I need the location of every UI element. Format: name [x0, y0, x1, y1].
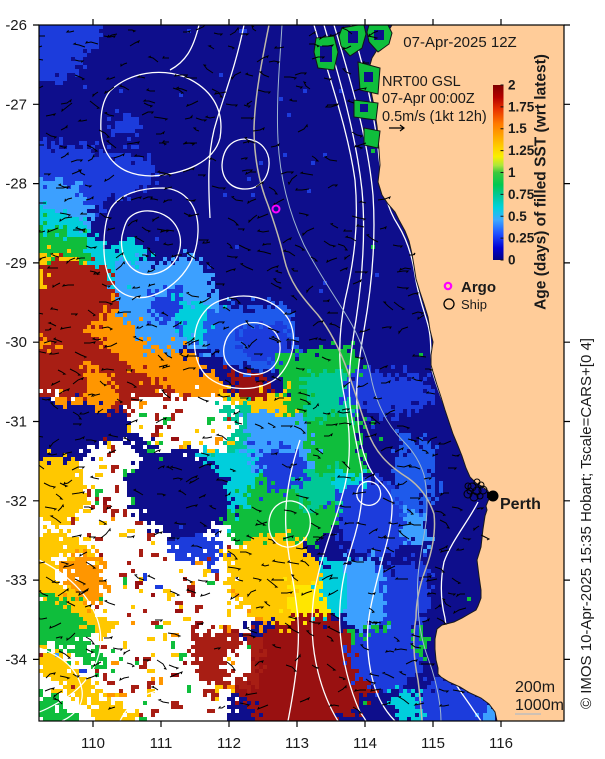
svg-text:1.5: 1.5 — [508, 121, 527, 136]
svg-text:07-Apr 00:00Z: 07-Apr 00:00Z — [382, 91, 475, 107]
svg-text:Age (days) of filled SST (wrt: Age (days) of filled SST (wrt latest) — [533, 54, 550, 310]
svg-text:-34: -34 — [5, 651, 27, 668]
svg-text:111: 111 — [150, 735, 173, 752]
svg-text:1: 1 — [508, 165, 516, 180]
svg-text:0.25: 0.25 — [508, 231, 535, 246]
svg-text:2: 2 — [508, 78, 516, 93]
svg-text:1.25: 1.25 — [508, 143, 535, 158]
svg-text:0.5m/s (1kt 12h): 0.5m/s (1kt 12h) — [382, 109, 487, 125]
svg-text:07-Apr-2025 12Z: 07-Apr-2025 12Z — [403, 34, 516, 51]
svg-text:-33: -33 — [5, 572, 27, 589]
svg-text:112: 112 — [217, 735, 241, 752]
svg-text:-32: -32 — [5, 493, 27, 510]
svg-text:1000m: 1000m — [515, 697, 564, 714]
svg-text:115: 115 — [421, 735, 445, 752]
svg-text:Ship: Ship — [461, 297, 487, 312]
svg-text:200m: 200m — [515, 679, 555, 696]
svg-text:-28: -28 — [5, 176, 27, 193]
svg-text:0.75: 0.75 — [508, 187, 535, 202]
svg-text:-26: -26 — [5, 17, 27, 34]
svg-text:-30: -30 — [5, 334, 27, 351]
svg-text:-29: -29 — [5, 255, 27, 272]
svg-text:114: 114 — [353, 735, 377, 752]
svg-text:1.75: 1.75 — [508, 99, 535, 114]
svg-text:0.5: 0.5 — [508, 209, 527, 224]
svg-text:© IMOS 10-Apr-2025 15:35 Hobar: © IMOS 10-Apr-2025 15:35 Hobart; Tscale=… — [578, 338, 595, 709]
svg-text:Perth: Perth — [500, 496, 541, 513]
svg-text:0: 0 — [508, 253, 516, 268]
svg-text:113: 113 — [285, 735, 309, 752]
svg-text:116: 116 — [489, 735, 513, 752]
svg-text:-31: -31 — [5, 414, 27, 431]
svg-text:NRT00 GSL: NRT00 GSL — [382, 74, 461, 90]
svg-text:Argo: Argo — [461, 279, 496, 296]
svg-text:-27: -27 — [5, 96, 27, 113]
svg-text:110: 110 — [81, 735, 105, 752]
